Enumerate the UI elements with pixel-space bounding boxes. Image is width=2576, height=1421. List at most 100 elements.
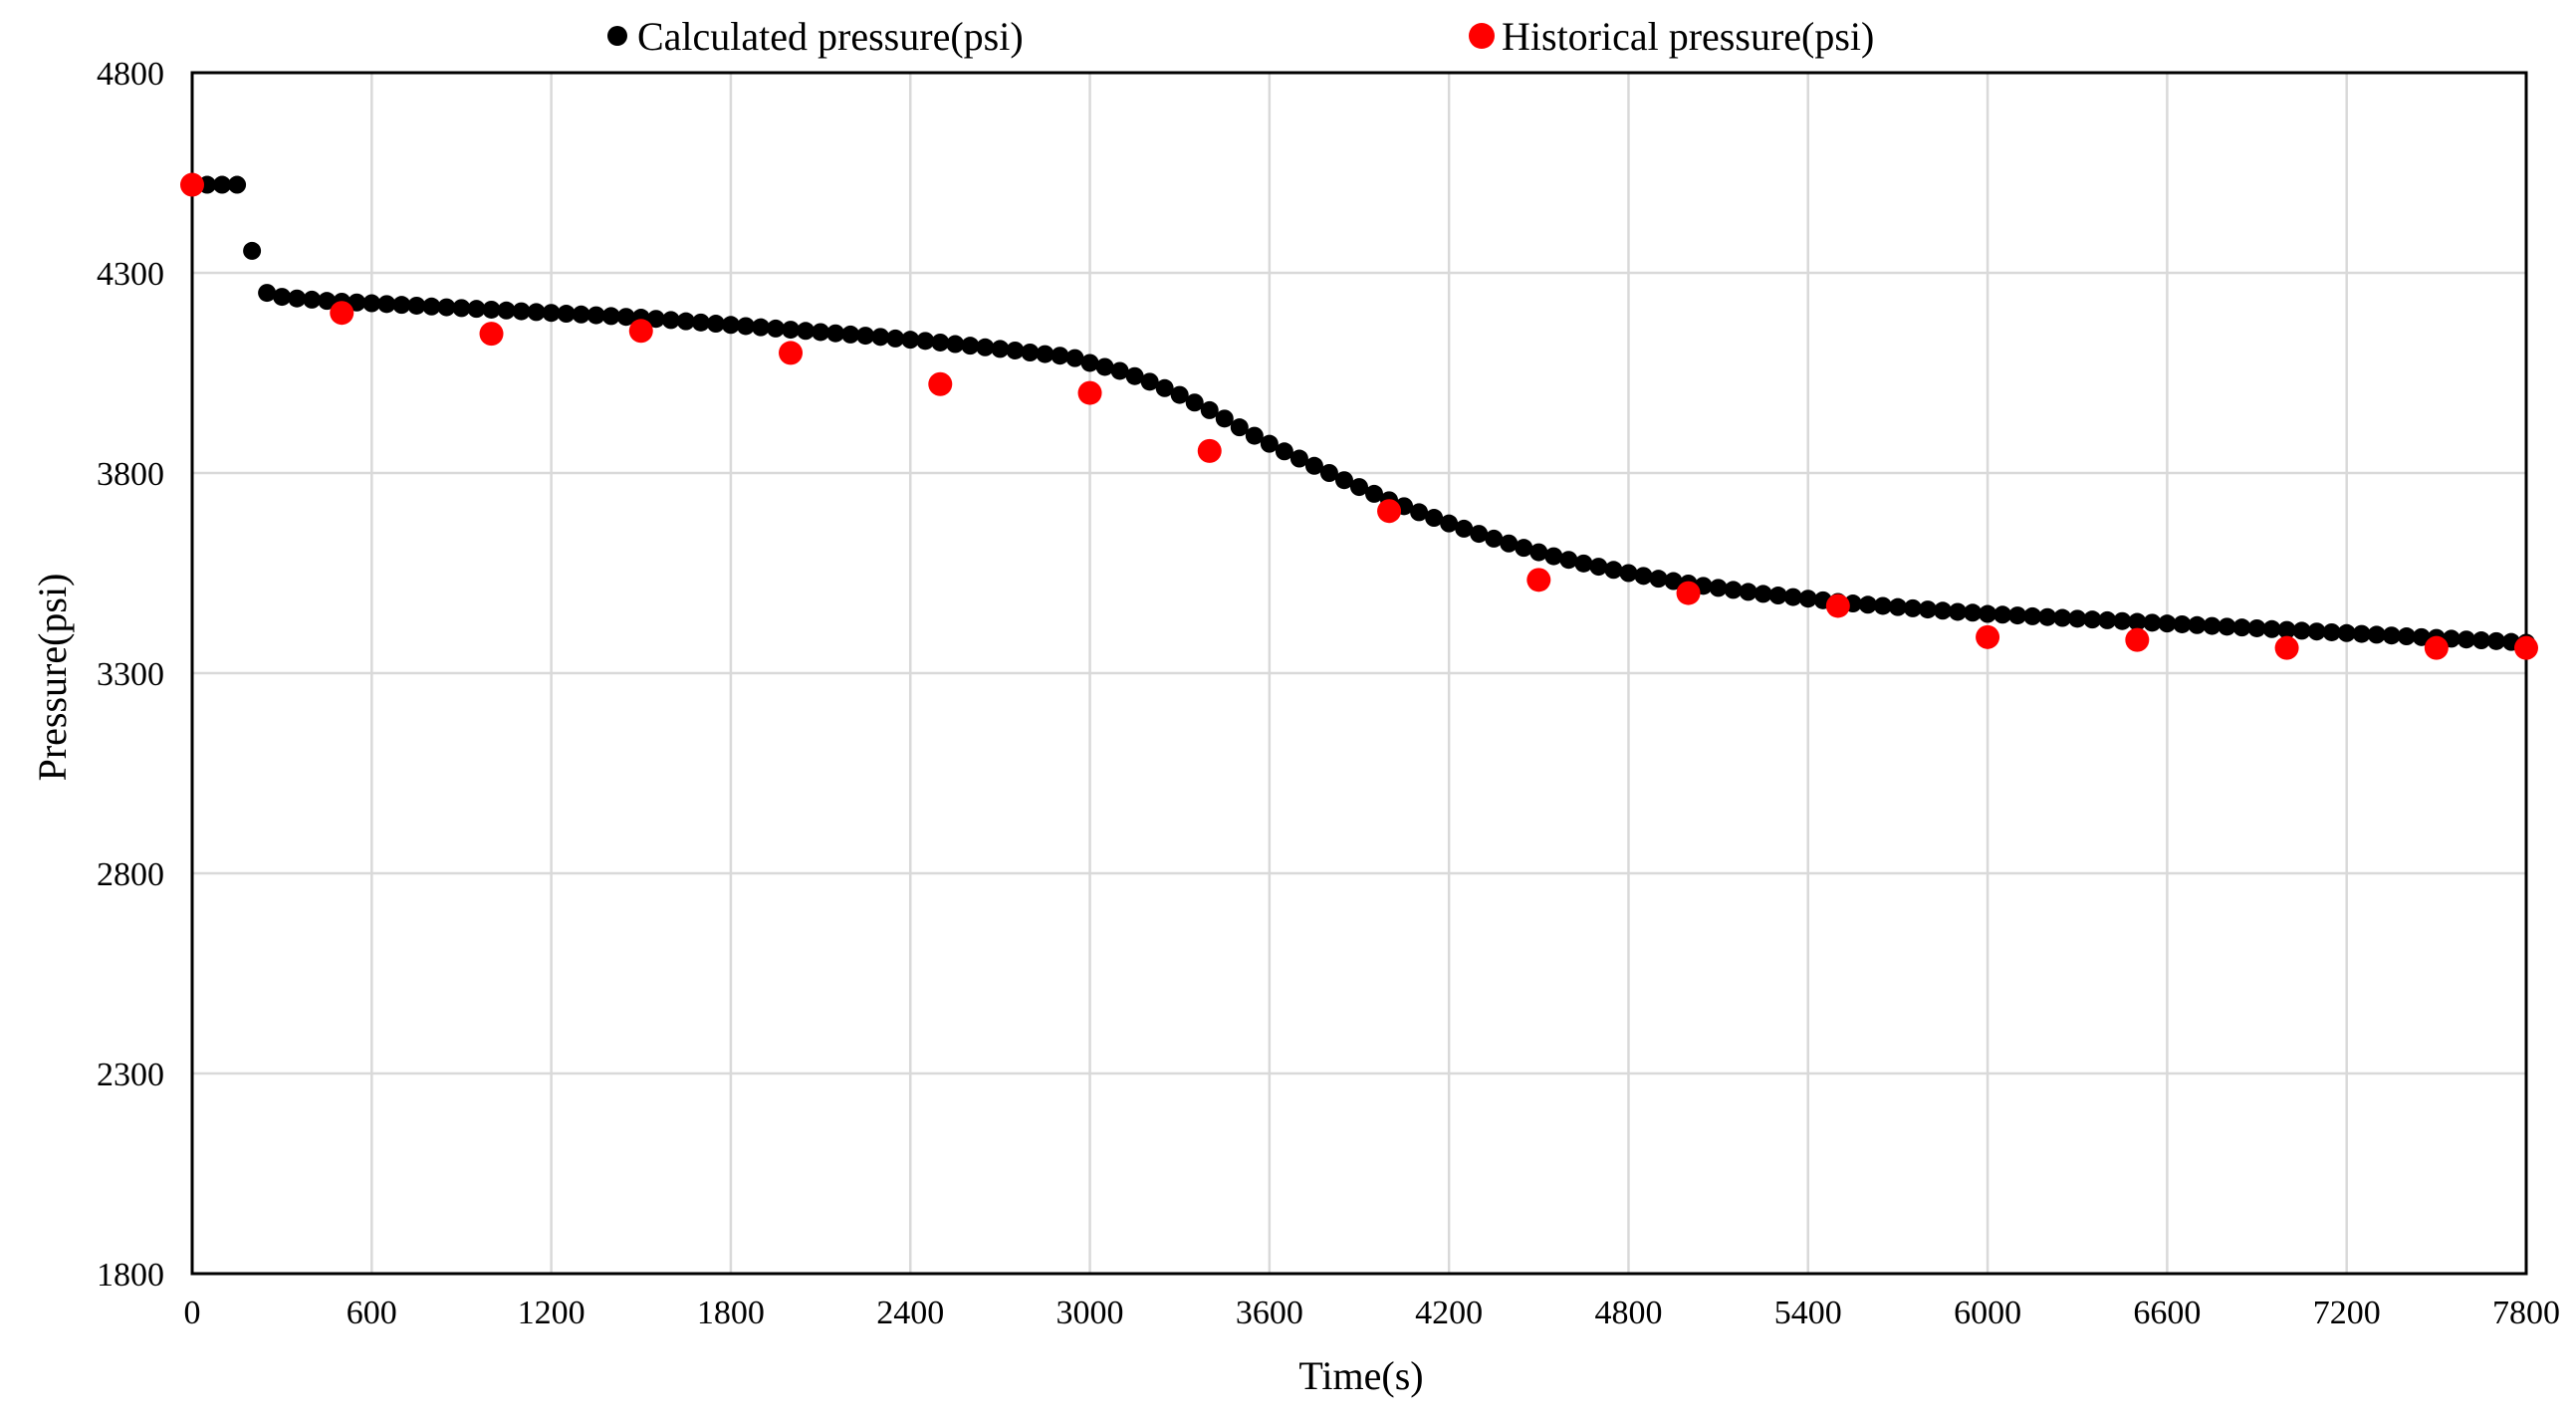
calculated-pressure-point bbox=[1529, 543, 1548, 562]
calculated-pressure-point bbox=[2158, 614, 2177, 633]
calculated-pressure-point bbox=[2173, 614, 2192, 633]
calculated-pressure-point bbox=[228, 175, 247, 194]
calculated-pressure-point bbox=[1798, 590, 1817, 608]
calculated-pressure-point bbox=[2277, 620, 2296, 639]
calculated-pressure-point bbox=[886, 329, 905, 348]
calculated-pressure-point bbox=[812, 323, 830, 342]
calculated-pressure-point bbox=[1260, 434, 1279, 453]
calculated-pressure-point bbox=[1095, 357, 1114, 376]
calculated-pressure-point bbox=[1230, 418, 1249, 437]
calculated-pressure-point bbox=[1470, 525, 1489, 544]
calculated-pressure-point bbox=[1768, 587, 1787, 605]
calculated-pressure-point bbox=[273, 288, 292, 307]
calculated-pressure-point bbox=[961, 337, 980, 355]
calculated-pressure-point bbox=[901, 331, 920, 350]
y-tick-label: 4300 bbox=[97, 256, 164, 293]
calculated-pressure-point bbox=[1319, 464, 1338, 482]
calculated-pressure-point bbox=[767, 319, 785, 338]
calculated-pressure-point bbox=[2247, 618, 2266, 637]
axis-tick-labels: 0 600 1200 1800 2400 3000 3600 4200 4800 5400 6000… bbox=[97, 56, 2560, 1331]
calculated-pressure-point bbox=[1858, 595, 1877, 614]
x-tick-label: 1800 bbox=[697, 1295, 765, 1331]
calculated-pressure-point bbox=[422, 297, 441, 316]
calculated-pressure-point bbox=[1365, 484, 1384, 503]
legend: Calculated pressure(psi) Historical pres… bbox=[607, 14, 1874, 59]
x-tick-label: 2400 bbox=[876, 1295, 944, 1331]
calculated-pressure-point bbox=[1125, 366, 1144, 385]
calculated-pressure-point bbox=[1110, 361, 1129, 380]
calculated-pressure-point bbox=[646, 310, 665, 329]
calculated-pressure-point bbox=[1410, 503, 1429, 522]
calculated-pressure-point bbox=[691, 313, 710, 332]
calculated-pressure-point bbox=[871, 328, 890, 347]
calculated-pressure-point bbox=[407, 296, 426, 315]
calculated-pressure-point bbox=[1155, 378, 1174, 397]
calculated-pressure-point bbox=[2098, 610, 2117, 629]
calculated-pressure-point bbox=[1664, 572, 1683, 591]
calculated-pressure-point bbox=[2412, 627, 2431, 646]
calculated-pressure-point bbox=[2188, 615, 2207, 634]
calculated-pressure-point bbox=[497, 301, 516, 320]
calculated-pressure-point bbox=[661, 311, 680, 330]
historical-pressure-point bbox=[330, 301, 354, 326]
y-tick-label: 3300 bbox=[97, 656, 164, 693]
calculated-pressure-point bbox=[2262, 619, 2281, 638]
calculated-pressure-point bbox=[1934, 601, 1952, 620]
calculated-pressure-point bbox=[362, 294, 381, 313]
calculated-pressure-point bbox=[542, 304, 561, 323]
calculated-pressure-point bbox=[2352, 624, 2371, 643]
calculated-pressure-point bbox=[1544, 547, 1563, 566]
calculated-pressure-point bbox=[2203, 616, 2222, 635]
calculated-pressure-point bbox=[1425, 509, 1444, 528]
calculated-pressure-point bbox=[437, 298, 456, 317]
calculated-pressure-point bbox=[721, 316, 740, 335]
calculated-pressure-point bbox=[751, 318, 770, 337]
legend-historical-marker bbox=[1469, 23, 1495, 49]
calculated-pressure-point bbox=[2397, 627, 2416, 646]
calculated-pressure-point bbox=[1903, 598, 1922, 617]
calculated-pressure-point bbox=[1455, 519, 1474, 538]
calculated-pressure-point bbox=[1440, 514, 1459, 533]
calculated-pressure-point bbox=[2008, 606, 2027, 625]
calculated-pressure-point bbox=[1964, 603, 1983, 622]
calculated-pressure-point bbox=[736, 317, 755, 336]
calculated-pressure-point bbox=[2322, 622, 2341, 641]
calculated-pressure-point bbox=[1873, 596, 1892, 615]
calculated-pressure-point bbox=[1993, 605, 2012, 624]
calculated-pressure-point bbox=[1051, 347, 1069, 365]
x-tick-label: 6000 bbox=[1954, 1295, 2021, 1331]
calculated-pressure-point bbox=[1649, 570, 1668, 589]
calculated-pressure-point bbox=[1275, 442, 1293, 461]
calculated-pressure-point bbox=[2218, 617, 2236, 636]
plot-area-frame bbox=[190, 71, 2528, 1276]
calculated-pressure-point bbox=[2083, 610, 2102, 629]
y-tick-label: 3800 bbox=[97, 456, 164, 493]
calculated-pressure-point bbox=[452, 299, 471, 318]
calculated-pressure-point bbox=[2023, 606, 2042, 625]
calculated-pressure-point bbox=[2232, 618, 2251, 637]
calculated-pressure-point bbox=[2038, 607, 2057, 626]
calculated-pressure-point bbox=[243, 241, 262, 260]
x-tick-label: 3600 bbox=[1236, 1295, 1303, 1331]
calculated-pressure-point bbox=[826, 324, 845, 343]
calculated-pressure-point bbox=[1619, 564, 1638, 583]
historical-pressure-point bbox=[1825, 593, 1850, 618]
calculated-pressure-point bbox=[782, 321, 801, 340]
gridlines bbox=[192, 73, 2526, 1274]
calculated-pressure-point bbox=[2486, 631, 2505, 650]
calculated-pressure-point bbox=[1724, 581, 1743, 599]
calculated-pressure-point bbox=[2068, 609, 2087, 628]
historical-pressure-point bbox=[628, 319, 653, 344]
historical-pressure-point bbox=[1197, 438, 1222, 463]
calculated-pressure-point bbox=[1185, 393, 1204, 412]
calculated-pressure-point bbox=[572, 305, 590, 324]
calculated-pressure-point bbox=[1783, 588, 1802, 606]
y-tick-label: 2300 bbox=[97, 1057, 164, 1093]
calculated-pressure-point bbox=[1515, 539, 1533, 558]
x-tick-label: 5400 bbox=[1774, 1295, 1842, 1331]
calculated-pressure-point bbox=[1036, 345, 1054, 363]
calculated-pressure-point bbox=[841, 325, 860, 344]
historical-pressure-point bbox=[928, 371, 953, 396]
calculated-pressure-point bbox=[856, 327, 875, 346]
historical-pressure-point bbox=[779, 341, 804, 365]
